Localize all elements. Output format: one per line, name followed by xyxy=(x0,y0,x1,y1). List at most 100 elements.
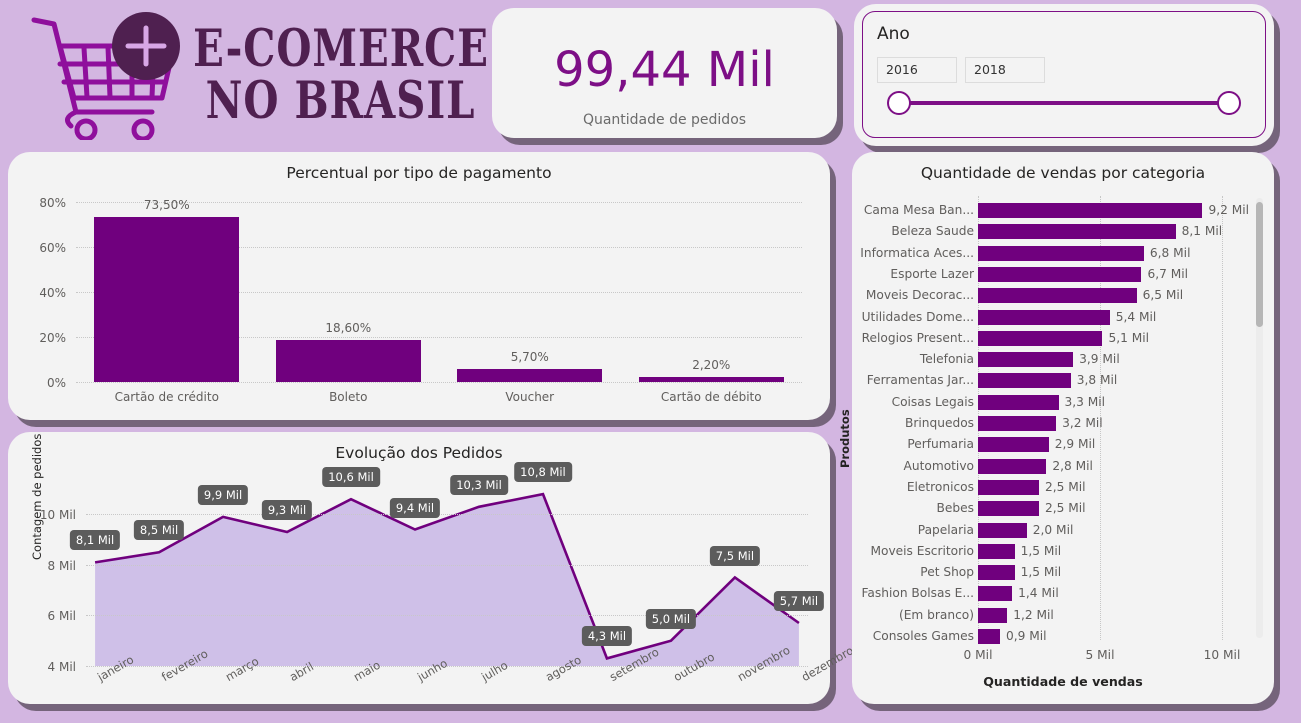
category-scrollbar-track[interactable] xyxy=(1256,198,1263,638)
category-row[interactable]: Ferramentas Jar... 3,8 Mil xyxy=(852,370,1274,391)
slicer-handle-left[interactable] xyxy=(887,91,911,115)
payment-bar-group[interactable]: 5,70% Voucher xyxy=(439,202,621,404)
payment-bar[interactable] xyxy=(94,216,240,382)
category-axis-label: Telefonia xyxy=(919,352,974,367)
payment-chart-title: Percentual por tipo de pagamento xyxy=(286,164,552,182)
evolution-y-tick-label: 6 Mil xyxy=(47,609,76,624)
category-bar[interactable] xyxy=(978,373,1071,389)
payment-bar-group[interactable]: 73,50% Cartão de crédito xyxy=(76,198,258,404)
payment-type-chart-card: Percentual por tipo de pagamento 0% 20% 40… xyxy=(8,152,830,420)
category-row[interactable]: Brinquedos 3,2 Mil xyxy=(852,413,1274,434)
category-row[interactable]: Pet Shop 1,5 Mil xyxy=(852,562,1274,583)
payment-bar-group[interactable]: 18,60% Boleto xyxy=(258,202,440,404)
category-row[interactable]: Relogios Present... 5,1 Mil xyxy=(852,328,1274,349)
category-row[interactable]: Automotivo 2,8 Mil xyxy=(852,456,1274,477)
category-data-label: 0,9 Mil xyxy=(1005,629,1047,643)
slicer-handle-right[interactable] xyxy=(1217,91,1241,115)
category-axis-label: Perfumaria xyxy=(907,437,974,452)
category-row[interactable]: Eletronicos 2,5 Mil xyxy=(852,477,1274,498)
category-bar[interactable] xyxy=(978,330,1103,346)
category-data-label: 6,7 Mil xyxy=(1147,266,1189,281)
payment-y-tick-label: 20% xyxy=(39,331,66,345)
evolution-gridline: 6 Mil xyxy=(48,609,808,623)
category-row[interactable]: Papelaria 2,0 Mil xyxy=(852,520,1274,541)
category-bar[interactable] xyxy=(978,309,1110,325)
evolution-data-label: 9,3 Mil xyxy=(261,500,313,521)
category-bar[interactable] xyxy=(978,394,1059,410)
category-row[interactable]: Informatica Aces... 6,8 Mil xyxy=(852,243,1274,264)
payment-category-label: Voucher xyxy=(505,390,555,404)
dashboard-header: E-COMERCE NO BRASIL xyxy=(0,0,850,148)
category-row[interactable]: Perfumaria 2,9 Mil xyxy=(852,434,1274,455)
category-axis-label: Papelaria xyxy=(917,522,974,537)
category-bar[interactable] xyxy=(978,266,1142,282)
category-row[interactable]: Telefonia 3,9 Mil xyxy=(852,349,1274,370)
kpi-label: Quantidade de pedidos xyxy=(582,112,747,128)
category-row[interactable]: Bebes 2,5 Mil xyxy=(852,498,1274,519)
title-line-1: E-COMERCE xyxy=(193,18,489,78)
category-bar[interactable] xyxy=(978,501,1039,517)
payment-bar[interactable] xyxy=(457,369,603,382)
evolution-chart-plot[interactable]: 4 Mil 6 Mil 8 Mil 10 Mil 8,1 Mil janeiro 8,5 M… xyxy=(40,462,856,684)
payment-y-tick-label: 0% xyxy=(46,376,66,390)
category-bar[interactable] xyxy=(978,224,1176,240)
category-data-label: 1,5 Mil xyxy=(1020,543,1062,558)
category-row[interactable]: (Em branco) 1,2 Mil xyxy=(852,605,1274,626)
category-row[interactable]: Cama Mesa Ban... 9,2 Mil xyxy=(852,200,1274,221)
category-bar[interactable] xyxy=(978,288,1137,304)
category-row[interactable]: Utilidades Dome... 5,4 Mil xyxy=(852,307,1274,328)
evolution-gridline: 4 Mil xyxy=(48,660,808,674)
payment-gridline: 0% xyxy=(47,376,802,390)
evolution-gridline: 8 Mil xyxy=(48,559,808,573)
category-bar[interactable] xyxy=(978,203,1203,218)
category-bar[interactable] xyxy=(978,416,1057,431)
category-row[interactable]: Consoles Games 0,9 Mil xyxy=(852,626,1274,647)
category-bar[interactable] xyxy=(978,607,1008,623)
slicer-to-input[interactable]: 2018 xyxy=(965,57,1045,83)
category-chart-card: Quantidade de vendas por categoria Cama … xyxy=(852,152,1274,704)
category-axis-label: Bebes xyxy=(936,501,974,516)
category-bar[interactable] xyxy=(978,479,1039,495)
payment-bar[interactable] xyxy=(275,340,421,382)
category-data-label: 1,4 Mil xyxy=(1018,586,1059,601)
category-axis-label: Informatica Aces... xyxy=(860,245,974,260)
category-data-label: 3,3 Mil xyxy=(1064,394,1106,409)
slicer-track[interactable] xyxy=(899,101,1229,105)
payment-bar-group[interactable]: 2,20% Cartão de débito xyxy=(621,202,803,404)
category-axis-label: Ferramentas Jar... xyxy=(866,373,974,388)
category-row[interactable]: Moveis Decorac... 6,5 Mil xyxy=(852,285,1274,306)
category-row[interactable]: Fashion Bolsas E... 1,4 Mil xyxy=(852,583,1274,604)
category-bar[interactable] xyxy=(978,245,1144,261)
category-bar[interactable] xyxy=(978,586,1013,602)
category-bar[interactable] xyxy=(978,565,1015,581)
category-bar[interactable] xyxy=(978,437,1049,453)
category-bar[interactable] xyxy=(978,352,1074,368)
category-data-label: 2,5 Mil xyxy=(1045,479,1086,494)
category-x-tick-label: 5 Mil xyxy=(1085,648,1115,662)
evolution-chart-card: Evolução dos Pedidos Contagem de pedidos… xyxy=(8,432,856,704)
category-bar[interactable] xyxy=(978,629,1000,644)
category-row[interactable]: Esporte Lazer 6,7 Mil xyxy=(852,264,1274,285)
category-axis-label: Utilidades Dome... xyxy=(861,309,974,324)
category-data-label: 8,1 Mil xyxy=(1181,224,1223,239)
payment-category-label: Cartão de crédito xyxy=(114,390,219,404)
category-data-label: 5,1 Mil xyxy=(1108,330,1149,345)
category-rows[interactable]: Cama Mesa Ban... 9,2 Mil Beleza Saude 8,1 M… xyxy=(852,200,1274,644)
evolution-data-label: 7,5 Mil xyxy=(709,545,761,566)
year-slicer[interactable]: Ano 2016 2018 xyxy=(862,11,1266,138)
category-row[interactable]: Coisas Legais 3,3 Mil xyxy=(852,392,1274,413)
evolution-chart-title: Evolução dos Pedidos xyxy=(335,444,503,462)
evolution-y-tick-label: 4 Mil xyxy=(47,660,76,674)
category-scrollbar-thumb[interactable] xyxy=(1256,202,1263,327)
category-row[interactable]: Beleza Saude 8,1 Mil xyxy=(852,221,1274,242)
category-row[interactable]: Moveis Escritorio 1,5 Mil xyxy=(852,541,1274,562)
payment-bar[interactable] xyxy=(638,377,784,382)
payment-chart-plot[interactable]: 0% 20% 40% 60% 80% 73,50% Cartão de crédito 18,… xyxy=(39,196,803,404)
category-bar[interactable] xyxy=(978,458,1047,474)
category-axis-label: Pet Shop xyxy=(920,565,974,580)
slicer-from-input[interactable]: 2016 xyxy=(877,57,957,83)
category-bar[interactable] xyxy=(978,543,1015,559)
category-data-label: 6,8 Mil xyxy=(1149,245,1191,260)
category-bar[interactable] xyxy=(978,522,1027,538)
category-y-axis-title: Produtos xyxy=(838,409,852,468)
